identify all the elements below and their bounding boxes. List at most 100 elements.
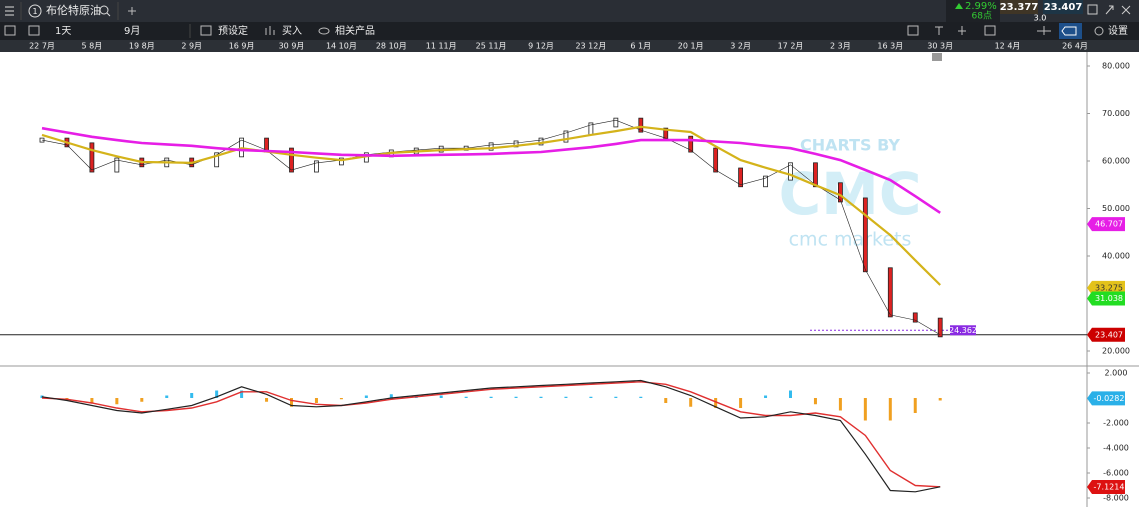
histogram-bar [190,393,194,398]
date-label: 16 9月 [229,42,255,51]
sell-price[interactable]: 23.377 [1000,2,1039,13]
moving-average [41,126,941,214]
instrument-name[interactable]: 布伦特原油 [46,3,101,17]
histogram-bar [564,396,568,398]
candle [788,162,793,181]
top-bar [0,0,1139,22]
histogram-bar [863,398,867,421]
candle [937,317,943,338]
menu-icon[interactable] [5,6,14,16]
histogram-bar [339,398,343,400]
marker-tag [950,325,976,336]
histogram-bar [140,398,144,402]
date-label: 23 12月 [575,42,606,51]
histogram-bar [813,398,817,405]
window-icons[interactable] [1087,4,1131,15]
y-tick-label: -2.000 [1103,419,1129,428]
change-percent: 2.99% [965,1,997,12]
y-tick-label: 70.000 [1102,109,1130,118]
price-tag-label: 23.407 [1095,330,1123,339]
candle [763,175,768,188]
histogram-bar [265,398,269,402]
date-label: 2 9月 [181,42,202,51]
preset-icon[interactable] [200,25,212,36]
tag-icon [1061,26,1077,36]
watermark-logo: CMC [779,160,922,228]
price-tag [1087,391,1125,406]
y-tick-label: -4.000 [1103,444,1129,453]
toolbar [0,22,1139,40]
histogram-bar [664,398,668,403]
candle [887,267,893,318]
date-label: 16 3月 [877,42,903,51]
price-tag-label: 46.707 [1095,220,1123,229]
add-tab[interactable] [128,7,136,15]
grid-icon[interactable] [28,25,40,36]
price-tag [1087,480,1125,495]
histogram-bar [489,396,493,398]
y-tick-label: 80.000 [1102,62,1130,71]
buy-box[interactable] [1043,0,1083,14]
scroll-handle[interactable] [932,53,942,61]
candle [912,312,918,323]
settings[interactable]: 设置 [1108,25,1128,37]
watermark-top: CHARTS BY [800,136,900,155]
candle [813,162,818,188]
histogram-bar [514,396,518,398]
candle [862,197,868,273]
histogram-bar [789,390,792,398]
candle [488,142,494,151]
price-line [41,119,941,336]
spread: 3.0 [1034,14,1047,23]
period[interactable]: 9月 [124,25,140,37]
buy-price[interactable]: 23.407 [1044,2,1083,13]
histogram-bar [240,390,244,398]
candle [289,147,294,173]
settings-icon[interactable] [1094,26,1104,36]
buy-icon[interactable] [265,26,275,35]
y-tick-label: 50.000 [1102,204,1130,213]
preset[interactable]: 预设定 [218,24,248,37]
date-label: 14 10月 [326,42,357,51]
price-tag-label: -7.1214 [1094,483,1125,492]
histogram-bar [364,395,368,398]
date-label: 9 12月 [528,42,554,51]
histogram-bar [539,396,543,398]
tool-icons[interactable] [907,25,1051,36]
date-label: 6 1月 [630,42,651,51]
related-products[interactable]: 相关产品 [335,24,375,37]
price-tag [1087,280,1125,295]
search-icon[interactable] [99,5,111,17]
instrument-badge [28,4,42,18]
layout-icon[interactable] [4,25,16,36]
price-tag-label: -0.0282 [1094,394,1125,403]
buy-button[interactable]: 买入 [282,25,302,37]
histogram-bar [838,398,842,411]
histogram-bar [464,396,468,398]
related-icon[interactable] [318,27,330,35]
histogram-bar [314,398,318,403]
y-tick-label: -8.000 [1103,494,1129,503]
price-tag [1087,217,1125,232]
candle [563,130,569,143]
histogram-bar [714,398,718,408]
candle [89,142,95,173]
date-label: 26 4月 [1062,42,1088,51]
sell-box[interactable] [1000,0,1038,14]
moving-average [41,125,941,286]
y-tick-label: 60.000 [1102,157,1130,166]
histogram-bar [40,395,44,398]
timeframe[interactable]: 1天 [55,26,71,37]
watermark-bottom: cmc markets [789,229,912,251]
change-points: 68点 [972,11,992,22]
histogram-bar [938,398,942,401]
candle [638,117,644,133]
macd-line [41,379,941,493]
date-label: 5 8月 [82,42,103,51]
date-axis [0,40,1139,52]
histogram-bar [589,396,593,398]
signal-line [41,381,941,488]
histogram-bar [290,398,293,407]
date-label: 11 11月 [426,42,457,51]
